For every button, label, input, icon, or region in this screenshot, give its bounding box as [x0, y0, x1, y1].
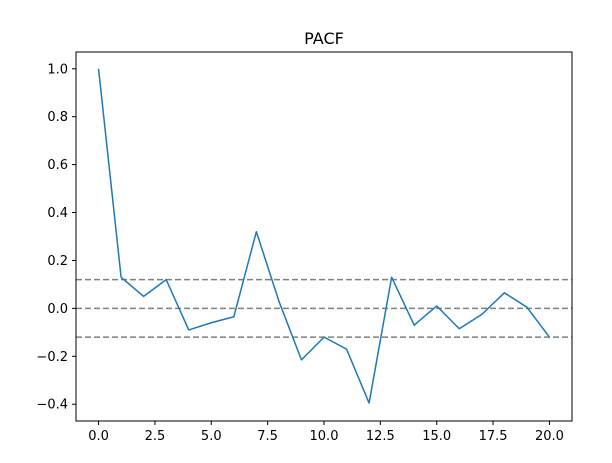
pacf-data-point: [525, 306, 528, 309]
pacf-data-point: [232, 315, 235, 318]
pacf-data-point: [435, 304, 438, 307]
pacf-data-point: [548, 336, 551, 339]
pacf-data-point: [255, 230, 258, 233]
y-tick-label: 0.8: [47, 110, 68, 125]
x-tick-label: 5.0: [201, 429, 222, 444]
y-tick-label: 0.2: [47, 254, 68, 269]
y-tick-label: 0.6: [47, 158, 68, 173]
x-tick-label: 7.5: [257, 429, 278, 444]
x-tick-label: 10.0: [310, 429, 339, 444]
x-tick-label: 12.5: [366, 429, 395, 444]
y-tick-label: 0.0: [47, 302, 68, 317]
pacf-data-point: [345, 348, 348, 351]
x-tick-label: 2.5: [145, 429, 166, 444]
plot-area: 0.0 2.5 5.0 7.5 10.0 12.5 15.0 17.5 20.0 −0.4 −0.2…: [36, 51, 573, 444]
y-tick-label: −0.2: [36, 350, 68, 365]
pacf-data-point: [97, 67, 100, 70]
pacf-data-point: [165, 278, 168, 281]
pacf-series-line: [97, 68, 551, 404]
pacf-data-point: [120, 276, 123, 279]
y-tick-label: 1.0: [47, 62, 68, 77]
pacf-data-point: [390, 276, 393, 279]
pacf-data-point: [142, 295, 145, 298]
pacf-data-point: [413, 324, 416, 327]
pacf-data-point: [300, 358, 303, 361]
pacf-data-point: [503, 291, 506, 294]
pacf-data-point: [458, 327, 461, 330]
pacf-data-point: [187, 328, 190, 331]
y-tick-label: 0.4: [47, 206, 68, 221]
x-tick-label: 15.0: [422, 429, 451, 444]
pacf-data-point: [368, 402, 371, 405]
x-tick-label: 17.5: [479, 429, 508, 444]
x-tick-label: 20.0: [535, 429, 564, 444]
chart-title: PACF: [304, 29, 344, 48]
pacf-data-point: [323, 336, 326, 339]
pacf-data-point: [210, 321, 213, 324]
y-tick-label: −0.4: [36, 398, 68, 413]
x-tick-label: 0.0: [88, 429, 109, 444]
pacf-data-point: [277, 300, 280, 303]
pacf-data-point: [480, 313, 483, 316]
